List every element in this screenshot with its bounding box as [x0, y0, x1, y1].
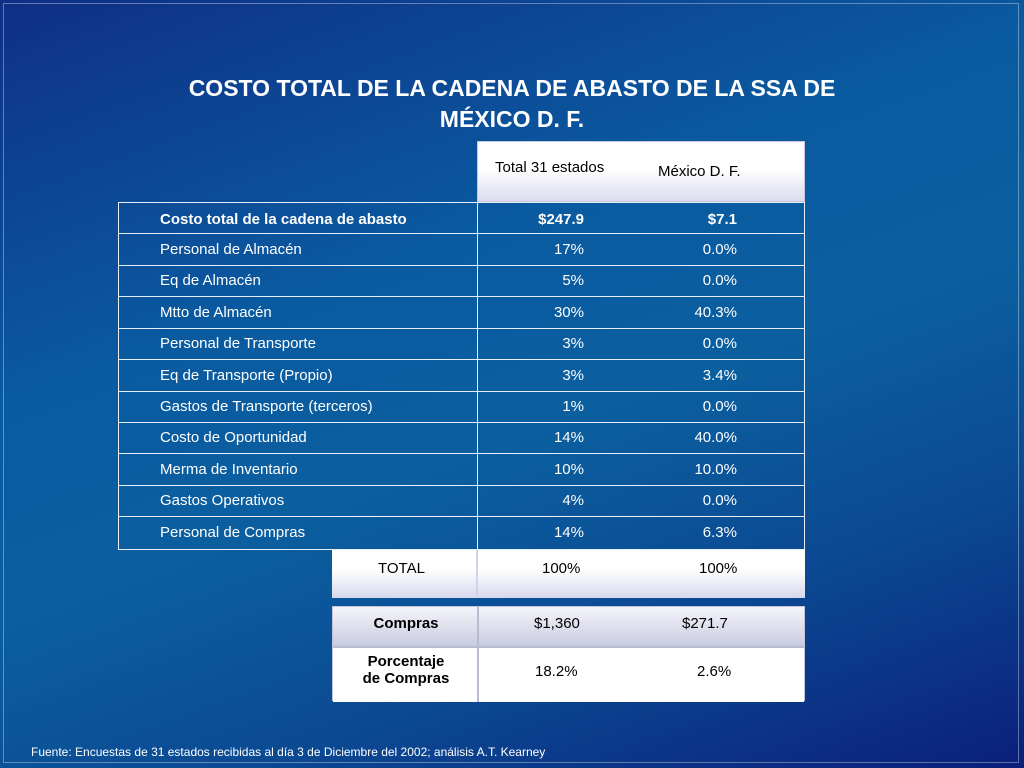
row-divider	[119, 485, 804, 486]
row-label: Gastos Operativos	[160, 492, 285, 509]
source-footnote: Fuente: Encuestas de 31 estados recibida…	[31, 745, 546, 759]
row-value-mexico-df: 0.0%	[702, 492, 737, 509]
compras-table: Compras $1,360 $271.7 Porcentaje de Comp…	[332, 606, 805, 702]
row-value-mexico-df: 0.0%	[702, 398, 737, 415]
row-divider	[119, 391, 804, 392]
table-row-summary: Costo total de la cadena de abasto $247.9…	[119, 203, 804, 234]
row-value-31-estados: 5%	[562, 272, 584, 289]
compras-label: Compras	[373, 615, 439, 632]
table-row: Eq de Transporte (Propio) 3% 3.4%	[119, 361, 804, 392]
compras-label-cell: Compras	[333, 607, 479, 646]
row-value-31-estados: 10%	[553, 461, 584, 478]
row-value-mexico-df: 6.3%	[702, 524, 737, 541]
row-label: Personal de Compras	[160, 524, 306, 541]
row-divider	[119, 328, 804, 329]
total-row: TOTAL 100% 100%	[332, 550, 805, 598]
title-line-1: COSTO TOTAL DE LA CADENA DE ABASTO DE LA…	[188, 75, 836, 101]
row-value-31-estados: 14%	[553, 429, 584, 446]
table-row: Merma de Inventario 10% 10.0%	[119, 455, 804, 486]
row-value-31-estados: 4%	[562, 492, 584, 509]
row-value-31-estados: 17%	[553, 241, 584, 258]
column-divider	[477, 203, 478, 549]
porcentaje-row: Porcentaje de Compras 18.2% 2.6%	[333, 648, 804, 702]
cost-table: Costo total de la cadena de abasto $247.9…	[118, 202, 805, 550]
table-row: Mtto de Almacén 30% 40.3%	[119, 298, 804, 329]
row-label: Gastos de Transporte (terceros)	[160, 398, 373, 415]
total-label: TOTAL	[378, 560, 425, 577]
row-divider	[119, 422, 804, 423]
porcentaje-value-df: 2.6%	[697, 663, 732, 680]
row-label: Eq de Transporte (Propio)	[160, 367, 333, 384]
row-value-31-estados: 30%	[553, 304, 584, 321]
row-divider	[119, 453, 804, 454]
total-value-31: 100%	[542, 560, 581, 577]
row-label: Costo total de la cadena de abasto	[160, 211, 407, 228]
table-header: Total 31 estados México D. F.	[477, 141, 805, 202]
row-divider	[119, 265, 804, 266]
row-label: Personal de Almacén	[160, 241, 302, 258]
porcentaje-value-31: 18.2%	[535, 663, 578, 680]
table-row: Gastos de Transporte (terceros) 1% 0.0%	[119, 392, 804, 423]
row-label: Mtto de Almacén	[160, 304, 272, 321]
porcentaje-label-line-2: de Compras	[362, 670, 450, 687]
row-value-mexico-df: 40.3%	[694, 304, 737, 321]
total-divider	[476, 550, 478, 598]
title-line-2: MÉXICO D. F.	[439, 106, 585, 132]
table-row: Personal de Compras 14% 6.3%	[119, 518, 804, 549]
row-label: Costo de Oportunidad	[160, 429, 307, 446]
row-value-mexico-df: 3.4%	[702, 367, 737, 384]
row-label: Personal de Transporte	[160, 335, 316, 352]
total-value-df: 100%	[699, 560, 738, 577]
row-value-mexico-df: 40.0%	[694, 429, 737, 446]
row-divider	[119, 296, 804, 297]
porcentaje-label-line-1: Porcentaje	[367, 653, 445, 670]
header-total-31-estados: Total 31 estados	[495, 159, 605, 176]
table-row: Costo de Oportunidad 14% 40.0%	[119, 423, 804, 454]
row-divider	[119, 516, 804, 517]
row-label: Merma de Inventario	[160, 461, 298, 478]
table-row: Personal de Transporte 3% 0.0%	[119, 329, 804, 360]
row-value-mexico-df: 0.0%	[702, 272, 737, 289]
table-row: Personal de Almacén 17% 0.0%	[119, 235, 804, 266]
slide-frame	[3, 3, 1019, 763]
row-value-31-estados: 3%	[562, 335, 584, 352]
compras-row: Compras $1,360 $271.7	[333, 607, 804, 648]
row-value-31-estados: $247.9	[538, 211, 584, 228]
row-value-mexico-df: 0.0%	[702, 241, 737, 258]
row-value-31-estados: 1%	[562, 398, 584, 415]
compras-value-df: $271.7	[682, 615, 728, 632]
compras-value-31: $1,360	[534, 615, 580, 632]
row-value-mexico-df: 10.0%	[694, 461, 737, 478]
table-row: Eq de Almacén 5% 0.0%	[119, 266, 804, 297]
table-row: Gastos Operativos 4% 0.0%	[119, 486, 804, 517]
row-value-mexico-df: 0.0%	[702, 335, 737, 352]
slide-title: COSTO TOTAL DE LA CADENA DE ABASTO DE LA…	[0, 73, 1024, 135]
row-value-31-estados: 14%	[553, 524, 584, 541]
row-divider	[119, 233, 804, 234]
porcentaje-label-cell: Porcentaje de Compras	[333, 648, 479, 702]
row-label: Eq de Almacén	[160, 272, 261, 289]
row-value-31-estados: 3%	[562, 367, 584, 384]
row-value-mexico-df: $7.1	[707, 211, 737, 228]
row-divider	[119, 359, 804, 360]
header-mexico-df: México D. F.	[658, 163, 741, 180]
